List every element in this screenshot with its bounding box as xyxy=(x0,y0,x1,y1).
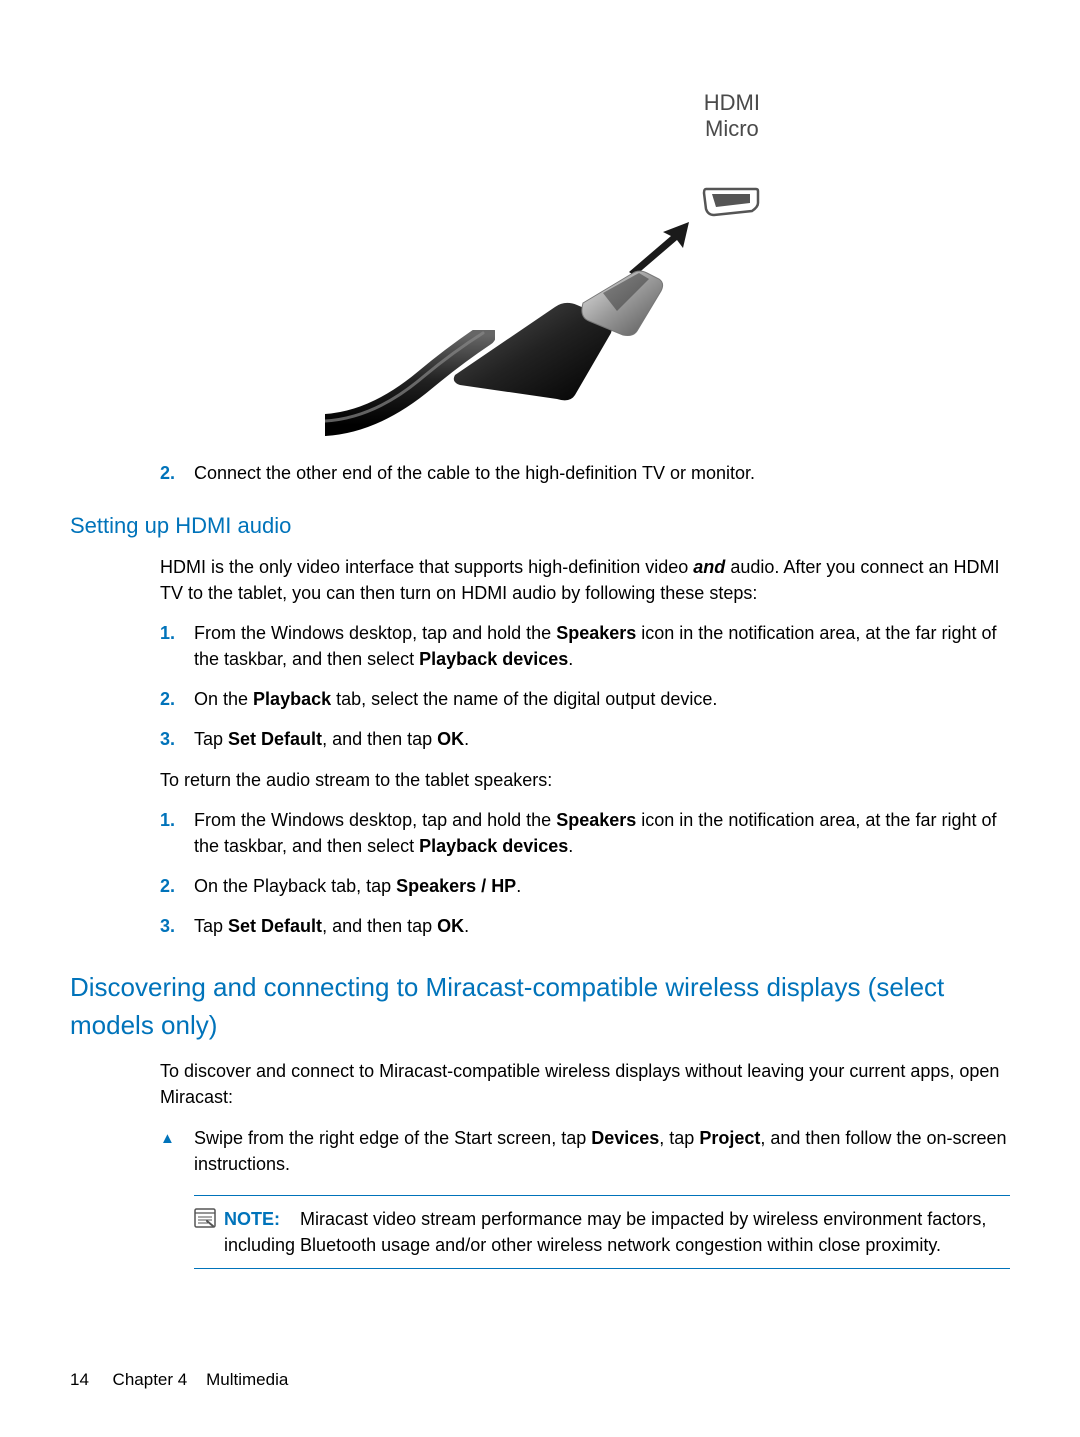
list-item: 3. Tap Set Default, and then tap OK. xyxy=(160,913,1010,939)
return-intro: To return the audio stream to the tablet… xyxy=(160,767,1010,793)
note-icon xyxy=(194,1208,216,1228)
step-number: 2. xyxy=(160,873,175,899)
list-item: 1. From the Windows desktop, tap and hol… xyxy=(160,620,1010,672)
page-footer: 14 Chapter 4 Multimedia xyxy=(70,1368,288,1393)
note-label: NOTE: xyxy=(224,1209,280,1229)
hdmi-figure: HDMI Micro xyxy=(280,90,800,430)
step-number: 3. xyxy=(160,913,175,939)
connect-step-2: 2. Connect the other end of the cable to… xyxy=(160,460,1010,486)
miracast-intro: To discover and connect to Miracast-comp… xyxy=(160,1058,1010,1110)
step-number: 1. xyxy=(160,620,175,646)
note-text: Miracast video stream performance may be… xyxy=(224,1209,986,1255)
step-text: Connect the other end of the cable to th… xyxy=(194,463,755,483)
triangle-bullet-icon: ▲ xyxy=(160,1128,175,1150)
list-item: 2. On the Playback tab, tap Speakers / H… xyxy=(160,873,1010,899)
list-item: 1. From the Windows desktop, tap and hol… xyxy=(160,807,1010,859)
chapter-title: Multimedia xyxy=(206,1370,288,1389)
step-number: 2. xyxy=(160,686,175,712)
figure-label-line1: HDMI xyxy=(704,90,760,115)
figure-label-line2: Micro xyxy=(705,116,759,141)
swipe-instruction: ▲ Swipe from the right edge of the Start… xyxy=(160,1125,1010,1177)
step-number: 1. xyxy=(160,807,175,833)
connect-step-list: 2. Connect the other end of the cable to… xyxy=(160,460,1010,486)
step-number: 2. xyxy=(160,460,175,486)
page-number: 14 xyxy=(70,1370,89,1389)
list-item: 3. Tap Set Default, and then tap OK. xyxy=(160,726,1010,752)
micro-hdmi-port-icon xyxy=(702,185,760,219)
hdmi-audio-intro: HDMI is the only video interface that su… xyxy=(160,554,1010,606)
figure-label: HDMI Micro xyxy=(704,90,760,143)
miracast-heading: Discovering and connecting to Miracast-c… xyxy=(70,969,1010,1044)
hdmi-steps-b: 1. From the Windows desktop, tap and hol… xyxy=(160,807,1010,939)
note-content: NOTE: Miracast video stream performance … xyxy=(224,1206,1010,1258)
list-item: 2. On the Playback tab, select the name … xyxy=(160,686,1010,712)
note-block: NOTE: Miracast video stream performance … xyxy=(194,1195,1010,1269)
step-number: 3. xyxy=(160,726,175,752)
chapter-label: Chapter 4 xyxy=(113,1370,188,1389)
hdmi-audio-heading: Setting up HDMI audio xyxy=(70,510,1010,542)
hdmi-steps-a: 1. From the Windows desktop, tap and hol… xyxy=(160,620,1010,752)
cable-icon xyxy=(325,330,495,440)
